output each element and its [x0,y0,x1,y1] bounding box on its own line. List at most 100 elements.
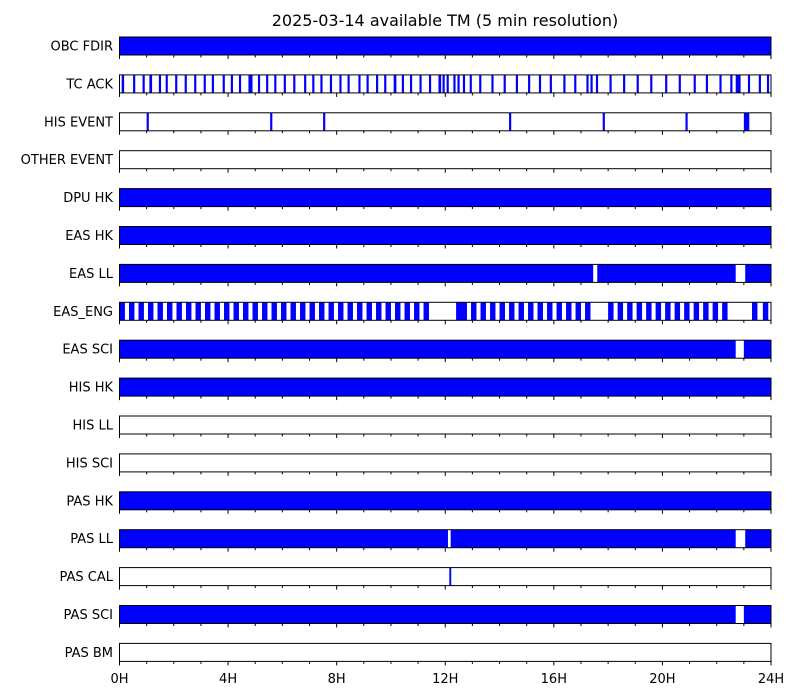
row-frame [119,150,772,170]
availability-segment [283,74,286,93]
availability-segment [665,74,668,93]
availability-segment [309,302,315,321]
row-label: EAS_ENG [53,305,113,320]
row-label: HIS LL [73,419,114,434]
x-tick-label: 12H [432,672,458,687]
availability-segment [712,302,719,321]
availability-segment [195,302,201,321]
chart-title: 2025-03-14 available TM (5 min resolutio… [271,11,619,30]
row-frame [119,415,772,435]
availability-segment [758,74,761,93]
x-tick-label: 24H [758,672,784,687]
availability-segment [719,74,722,93]
availability-segment [509,302,515,321]
availability-segment [222,74,225,93]
availability-segment [457,74,460,93]
availability-segment [274,74,277,93]
row-label: PAS LL [70,532,114,547]
timeline-row: HIS LL [73,415,772,438]
availability-segment [528,74,531,93]
availability-segment [538,74,542,93]
availability-segment [586,74,589,93]
availability-segment [743,340,771,359]
availability-segment [323,112,326,131]
availability-segment [449,567,452,586]
x-tick-label: 16H [541,672,567,687]
availability-segment [745,529,771,548]
availability-segment [149,74,153,93]
availability-segment [602,112,605,131]
availability-segment [119,378,771,397]
row-frame [119,74,772,94]
availability-segment [138,302,144,321]
availability-segment [184,74,187,93]
availability-segment [684,302,690,321]
availability-segment [608,302,614,321]
row-label: PAS BM [65,646,113,661]
timeline-row: HIS HK [69,377,772,401]
availability-segment [735,74,741,93]
availability-segment [167,302,173,321]
availability-segment [224,302,230,321]
availability-segment [252,302,258,321]
availability-segment [158,74,162,93]
availability-segment [438,74,442,93]
availability-segment [339,74,342,93]
availability-segment [566,302,572,321]
availability-segment [491,74,494,93]
row-frame [119,112,772,132]
availability-segment [119,529,448,548]
availability-segment [650,74,653,93]
availability-segment [194,74,197,93]
availability-segment [503,74,506,93]
availability-segment [547,302,553,321]
availability-segment [471,302,477,321]
availability-segment [575,302,581,321]
x-tick-label: 4H [219,672,237,687]
availability-segment [730,74,733,93]
row-label: OTHER EVENT [21,153,113,168]
row-label: DPU HK [63,191,113,206]
availability-segment [347,302,353,321]
availability-segment [357,302,363,321]
availability-segment [646,302,652,321]
row-frame [119,567,772,587]
availability-segment [320,74,323,93]
row-label: HIS EVENT [44,115,113,130]
availability-segment [211,74,214,93]
availability-segment [480,302,486,321]
availability-segment [499,302,505,321]
availability-segment [142,74,145,93]
availability-segment [384,74,387,93]
row-label: OBC FDIR [51,40,114,55]
timeline-row: EAS HK [65,226,772,249]
availability-segment [119,340,736,359]
row-label: EAS SCI [62,343,113,358]
availability-segment [376,302,382,321]
availability-segment [469,74,472,93]
availability-segment [293,74,296,93]
row-label: PAS HK [66,494,113,509]
availability-segment [518,302,524,321]
availability-segment [186,302,192,321]
availability-segment [328,302,334,321]
availability-segment [393,74,397,93]
availability-segment [319,302,325,321]
availability-segment [205,302,211,321]
x-tick-label: 8H [328,672,346,687]
availability-segment [515,74,519,93]
availability-segment [743,605,771,624]
row-label: HIS SCI [66,456,113,471]
availability-segment [585,302,591,321]
availability-segment [366,74,369,93]
timeline-row: PAS CAL [60,567,772,590]
availability-segment [743,112,750,131]
availability-segment [556,302,562,321]
availability-segment [685,112,688,131]
availability-segment [119,226,771,245]
availability-segment [119,188,771,207]
availability-segment [358,74,361,93]
availability-segment [262,302,268,321]
availability-segment [703,302,709,321]
